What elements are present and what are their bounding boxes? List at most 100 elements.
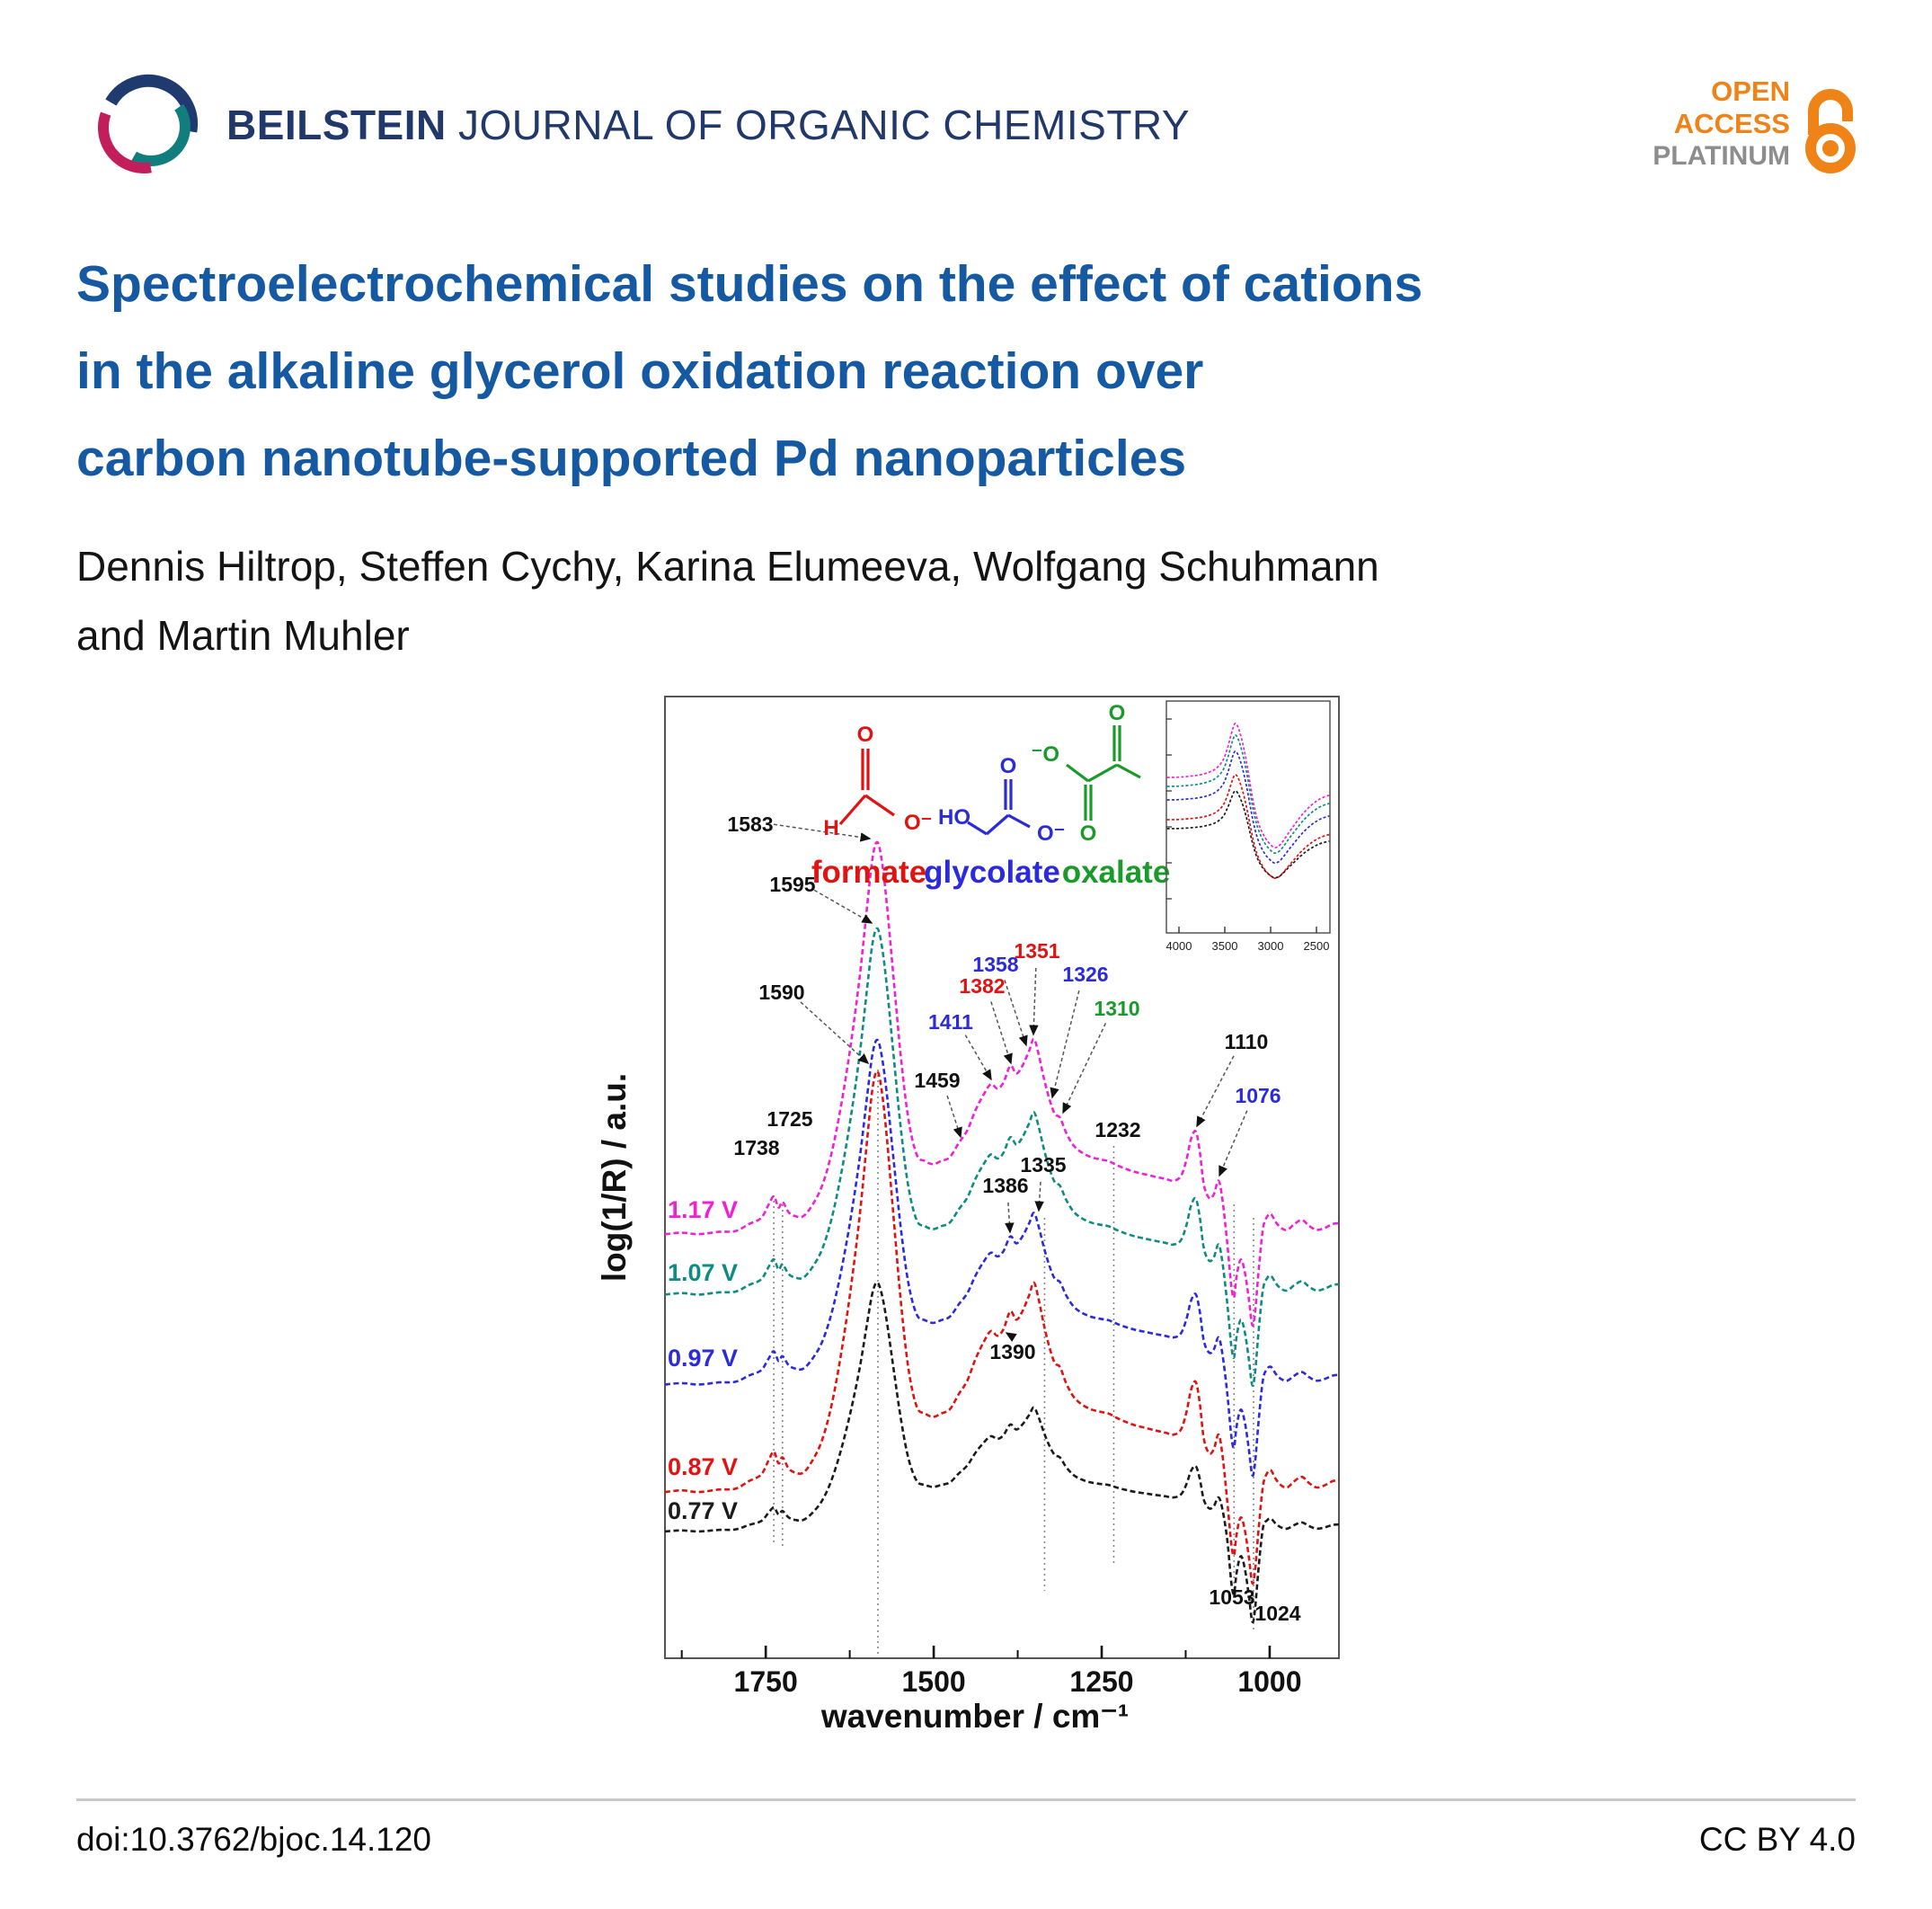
oxalate-atom-o-top: O <box>1109 701 1126 725</box>
formate-atom-h: H <box>823 816 838 840</box>
bond-c1-o-double <box>1084 785 1093 821</box>
potential-label-1.07 V: 1.07 V <box>668 1259 738 1286</box>
title-line-2: in the alkaline glycerol oxidation react… <box>76 342 1204 400</box>
peak-label-1024: 1024 <box>1254 1602 1300 1625</box>
peak-label-1595: 1595 <box>769 873 815 896</box>
bond-c-o-minus <box>864 794 895 817</box>
potential-label-0.87 V: 0.87 V <box>668 1453 738 1480</box>
formate-structure <box>838 749 895 826</box>
peak-label-1358: 1358 <box>972 953 1018 976</box>
spectrum-curve-1.07 V <box>665 927 1339 1388</box>
glycolate-atom-o: O <box>1000 754 1017 778</box>
peak-label-1382: 1382 <box>959 974 1005 998</box>
glycolate-structure <box>967 779 1031 836</box>
doi-text: doi:10.3762/bjoc.14.120 <box>76 1821 432 1858</box>
potential-label-0.77 V: 0.77 V <box>668 1497 738 1524</box>
peak-arrow-1459 <box>946 1095 962 1139</box>
peak-label-1411: 1411 <box>928 1010 973 1034</box>
beilstein-logo-icon <box>98 74 198 173</box>
peak-arrow-1310 <box>1062 1023 1107 1114</box>
bond-o-c1 <box>1066 763 1089 783</box>
peak-label-1725: 1725 <box>767 1107 812 1131</box>
peak-arrow-1351 <box>1029 967 1039 1036</box>
badge-open-label: OPEN <box>1711 75 1790 107</box>
peak-arrow-1386 <box>1005 1202 1015 1234</box>
glycolate-atom-ho: HO <box>938 805 970 830</box>
bond-c2-o-minus <box>1116 763 1141 779</box>
peak-label-1390: 1390 <box>989 1340 1035 1363</box>
spectrum-curve-1.17 V <box>665 840 1339 1327</box>
peak-label-1310: 1310 <box>1094 997 1139 1020</box>
bond-h-c <box>838 794 867 826</box>
author-list: Dennis Hiltrop, Steffen Cychy, Karina El… <box>76 532 1379 670</box>
peak-label-1076: 1076 <box>1235 1084 1281 1107</box>
peak-arrow-1590 <box>800 1001 870 1065</box>
potential-label-1.17 V: 1.17 V <box>668 1196 738 1223</box>
oxalate-atom-o-left: ⁻O <box>1032 742 1059 767</box>
inset-border <box>1165 700 1331 934</box>
logo-arc-teal <box>131 103 191 166</box>
inset-curve-2 <box>1166 750 1330 865</box>
badge-platinum-label: PLATINUM <box>1653 141 1790 171</box>
lock-keyhole <box>1822 140 1839 156</box>
spectrum-curve-0.97 V <box>665 1038 1339 1478</box>
potential-label-0.97 V: 0.97 V <box>668 1345 738 1372</box>
lock-body <box>1805 123 1856 173</box>
x-tick-label-1750: 1750 <box>734 1665 798 1698</box>
glycolate-label: glycolate <box>924 855 1060 890</box>
journal-name-bold: BEILSTEIN <box>226 102 447 148</box>
x-axis-ticks: 1750 1500 1250 1000 <box>680 1646 1302 1698</box>
logo-arc-crimson <box>98 111 152 173</box>
peak-label-1738: 1738 <box>733 1136 779 1159</box>
inset-tick-label-4000: 4000 <box>1166 939 1192 953</box>
bond-c-o-double <box>1004 779 1013 810</box>
peak-label-1053: 1053 <box>1209 1585 1254 1609</box>
peak-arrow-1382 <box>990 1001 1013 1065</box>
peak-label-1232: 1232 <box>1095 1118 1140 1141</box>
dotted-guidelines <box>773 1070 1254 1654</box>
inset-tick-label-3500: 3500 <box>1212 939 1238 953</box>
peak-arrow-1358 <box>1004 980 1028 1047</box>
glycolate-atom-o-minus: O⁻ <box>1037 821 1065 846</box>
peak-arrow-1595 <box>813 889 873 924</box>
badge-access-label: ACCESS <box>1673 108 1790 139</box>
spectra-figure: log(1/R) / a.u. wavenumber / cm⁻¹ 0.77 V… <box>566 679 1357 1771</box>
bond-c-c <box>985 813 1010 836</box>
inset-curve-0 <box>1166 790 1330 879</box>
plot-border <box>664 696 1340 1659</box>
inset-tick-label-3000: 3000 <box>1258 939 1284 953</box>
peak-arrow-1110 <box>1196 1055 1235 1128</box>
journal-name: BEILSTEIN JOURNAL OF ORGANIC CHEMISTRY <box>226 101 1190 149</box>
title-line-3: carbon nanotube-supported Pd nanoparticl… <box>76 430 1187 487</box>
bond-ho-c <box>967 821 988 836</box>
x-tick-label-1000: 1000 <box>1237 1665 1301 1698</box>
formate-atom-o-minus: O⁻ <box>904 811 932 835</box>
x-tick-label-1500: 1500 <box>901 1665 965 1698</box>
peak-annotations: 1583 1595 1590 1738 1725 1459 1411 138213581351… <box>727 812 1300 1625</box>
inset-curve-4 <box>1166 722 1330 848</box>
license-text: CC BY 4.0 <box>1698 1821 1856 1858</box>
formate-atom-o: O <box>857 723 874 747</box>
x-tick-label-1250: 1250 <box>1069 1665 1133 1698</box>
spectrum-curve-0.87 V <box>665 1070 1339 1585</box>
bond-c1-c2 <box>1087 763 1118 783</box>
title-line-1: Spectroelectrochemical studies on the ef… <box>76 255 1423 313</box>
peak-label-1326: 1326 <box>1062 963 1108 986</box>
peak-arrow-1335 <box>1034 1181 1044 1212</box>
peak-label-1110: 1110 <box>1225 1030 1269 1053</box>
x-axis-label: wavenumber / cm⁻¹ <box>820 1698 1129 1735</box>
inset-x-ticks: 4000 3500 3000 2500 <box>1166 927 1330 953</box>
spectra-curves <box>665 840 1339 1624</box>
peak-arrow-1390 <box>1005 1332 1017 1342</box>
journal-name-rest: JOURNAL OF ORGANIC CHEMISTRY <box>446 102 1190 148</box>
inset-y-ticks <box>1166 718 1172 900</box>
inset-curves <box>1166 722 1330 879</box>
logo-arc-navy <box>105 74 198 133</box>
peak-arrow-1411 <box>964 1034 992 1081</box>
open-lock-icon <box>1801 88 1860 179</box>
lock-shackle <box>1808 89 1853 135</box>
peak-arrow-1326 <box>1050 990 1080 1099</box>
inset-tick-label-2500: 2500 <box>1304 939 1330 953</box>
authors-line-2: and Martin Muhler <box>76 612 410 659</box>
